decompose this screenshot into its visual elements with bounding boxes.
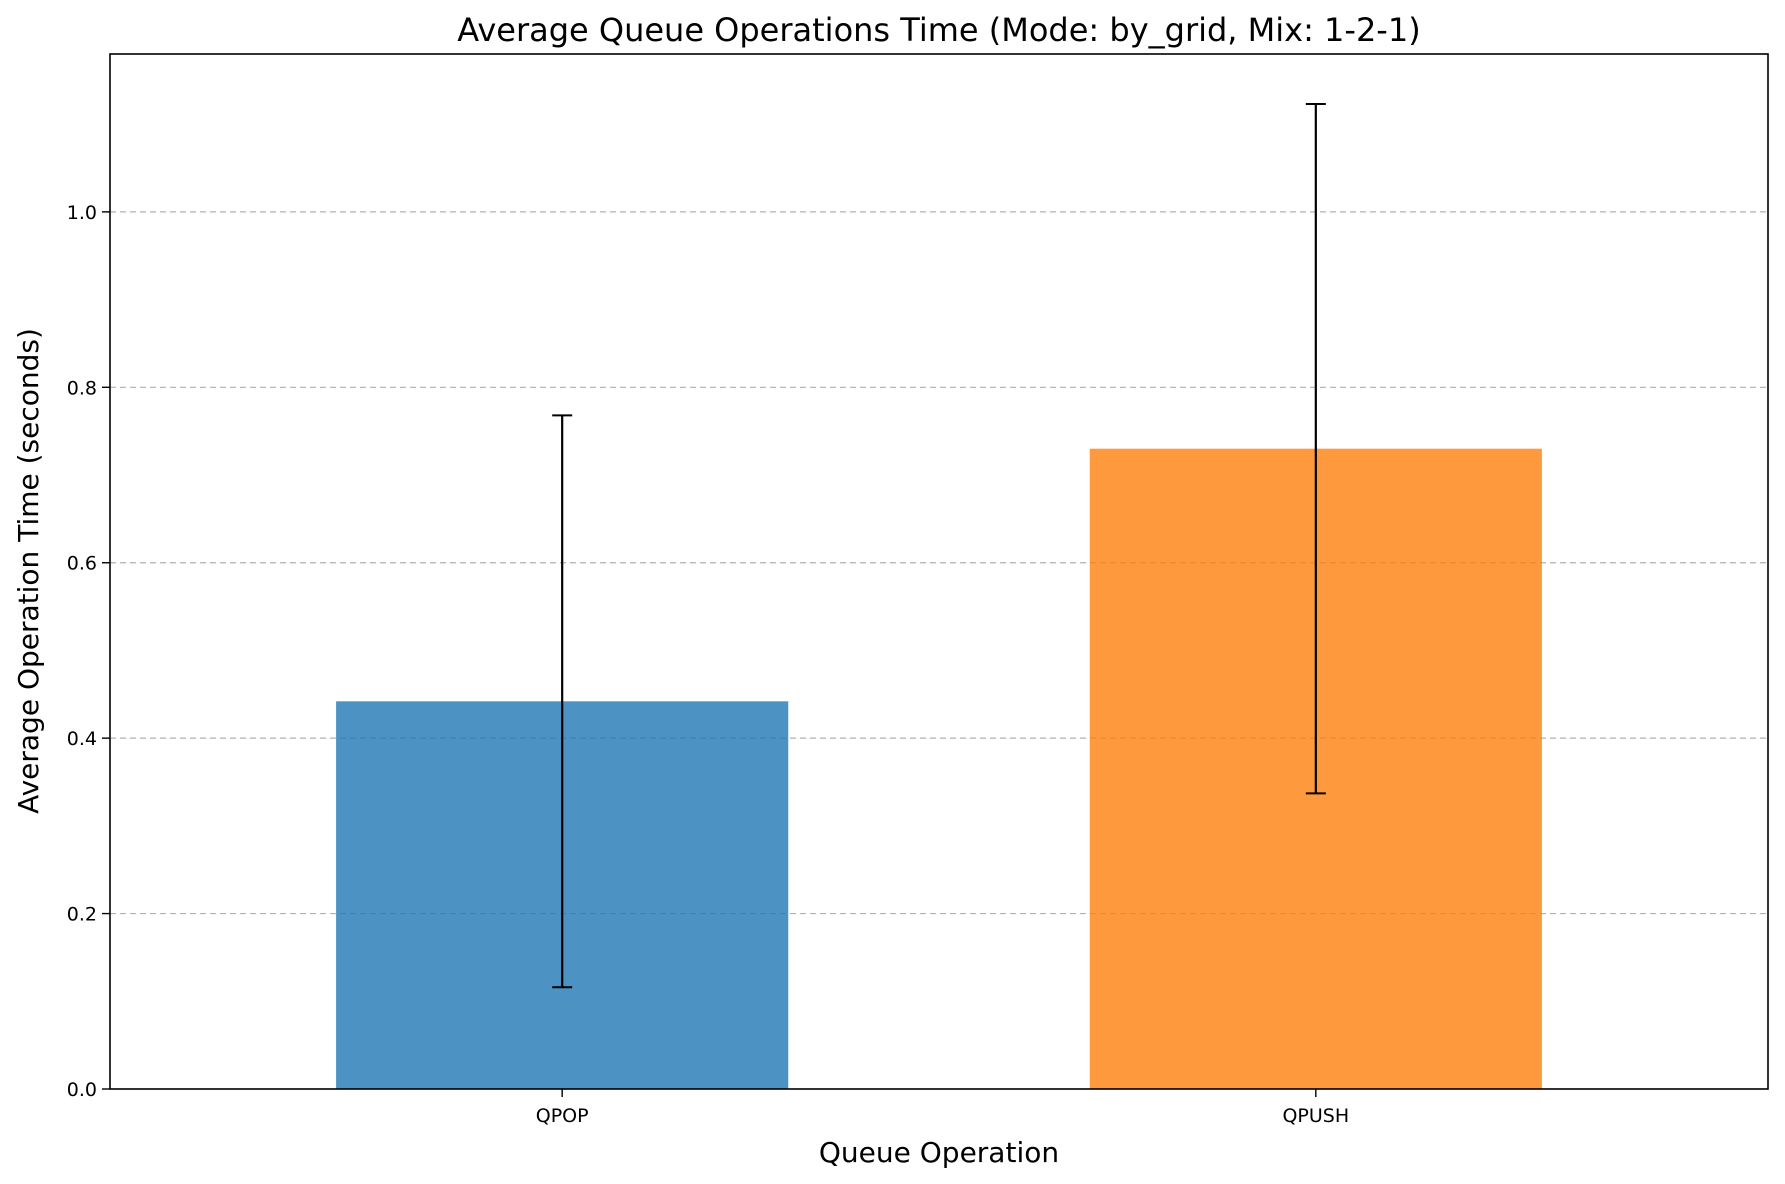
y-tick-label: 0.0 (67, 1079, 97, 1101)
x-tick-label: QPUSH (1282, 1105, 1349, 1127)
error-bar-layer (552, 102, 1326, 989)
y-tick-label: 1.0 (67, 202, 97, 224)
x-tick-label: QPOP (536, 1105, 589, 1127)
plot-frame (109, 53, 1769, 1090)
y-axis-label: Average Operation Time (seconds) (12, 328, 45, 814)
chart-title: Average Queue Operations Time (Mode: by_… (457, 11, 1420, 49)
y-tick-label: 0.4 (67, 728, 97, 750)
y-tick-label: 0.6 (67, 553, 97, 575)
x-axis-ticks: QPOP QPUSH (536, 1089, 1349, 1127)
y-axis-ticks: 0.0 0.2 0.4 0.6 0.8 1.0 (67, 202, 110, 1101)
x-axis-label: Queue Operation (819, 1136, 1059, 1169)
y-tick-label: 0.2 (67, 904, 97, 926)
y-tick-label: 0.8 (67, 377, 97, 399)
bar-layer (336, 448, 1542, 1090)
